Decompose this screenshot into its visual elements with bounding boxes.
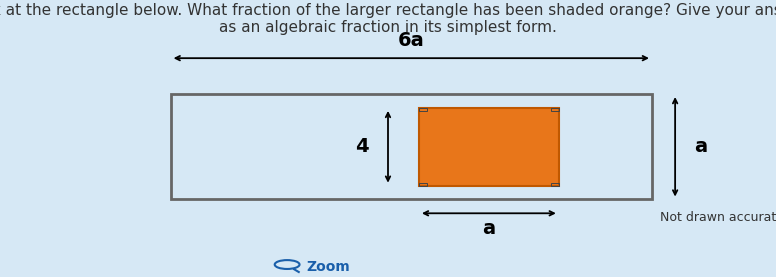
Text: Not drawn accurately: Not drawn accurately [660, 211, 776, 224]
Bar [419, 108, 559, 186]
Bar [551, 183, 559, 186]
Bar [419, 183, 427, 186]
Bar [551, 108, 559, 111]
Text: Zoom: Zoom [307, 260, 350, 274]
Text: a: a [483, 219, 495, 238]
Text: Look at the rectangle below. What fraction of the larger rectangle has been shad: Look at the rectangle below. What fracti… [0, 3, 776, 35]
Text: a: a [695, 137, 708, 156]
Bar [419, 108, 427, 111]
Bar [171, 94, 652, 199]
Text: 4: 4 [355, 137, 369, 156]
Text: 6a: 6a [398, 31, 424, 50]
